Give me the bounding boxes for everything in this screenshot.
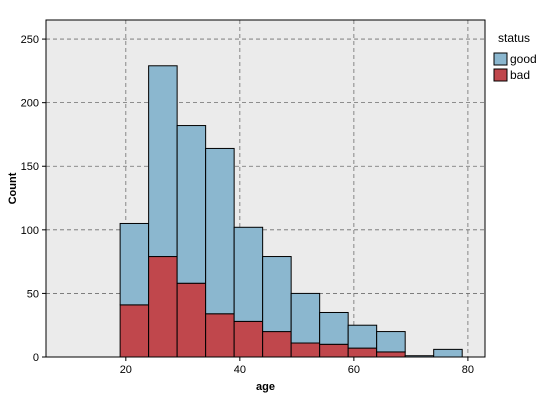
y-tick-label: 100 (21, 225, 39, 237)
x-tick-label: 80 (462, 364, 474, 376)
bar-bad (148, 256, 178, 358)
bar-good (376, 331, 406, 353)
bars (119, 65, 463, 358)
bar-bad (233, 320, 264, 358)
bar-good (205, 147, 235, 315)
y-tick-label: 250 (21, 34, 39, 46)
bar-bad (290, 342, 321, 358)
y-tick-label: 50 (27, 288, 39, 300)
y-tick-label: 200 (21, 98, 39, 110)
legend-swatch-good (493, 52, 508, 66)
bar-good (262, 256, 292, 333)
bar-good (347, 324, 378, 349)
legend-label-good: good (510, 52, 537, 66)
bar-bad (119, 304, 150, 358)
bar-good (290, 292, 321, 344)
bar-good (148, 65, 178, 258)
axes: 0 50 100 150 200 250 20 40 60 80 (21, 34, 474, 376)
bar-good (433, 348, 463, 358)
bar-good (319, 311, 349, 345)
legend-label-bad: bad (510, 68, 530, 82)
x-tick-label: 40 (234, 364, 246, 376)
bar-bad (262, 331, 292, 358)
bar-good (119, 222, 150, 306)
legend-title: status (498, 31, 530, 45)
bar-bad (205, 313, 235, 358)
x-tick-label: 60 (348, 364, 360, 376)
x-tick-label: 20 (120, 364, 132, 376)
y-tick-label: 150 (21, 161, 39, 173)
bar-good (233, 226, 264, 322)
bar-bad (347, 347, 378, 358)
bar-good (176, 125, 207, 284)
plot-frame (45, 19, 486, 358)
y-tick-label: 0 (33, 352, 39, 364)
x-axis-label: age (256, 381, 275, 393)
bar-bad (176, 282, 207, 358)
legend: status good bad (493, 31, 537, 82)
y-axis-label: Count (7, 172, 19, 204)
bar-bad (376, 351, 406, 358)
legend-swatch-bad (493, 68, 508, 82)
bar-bad (319, 343, 349, 358)
